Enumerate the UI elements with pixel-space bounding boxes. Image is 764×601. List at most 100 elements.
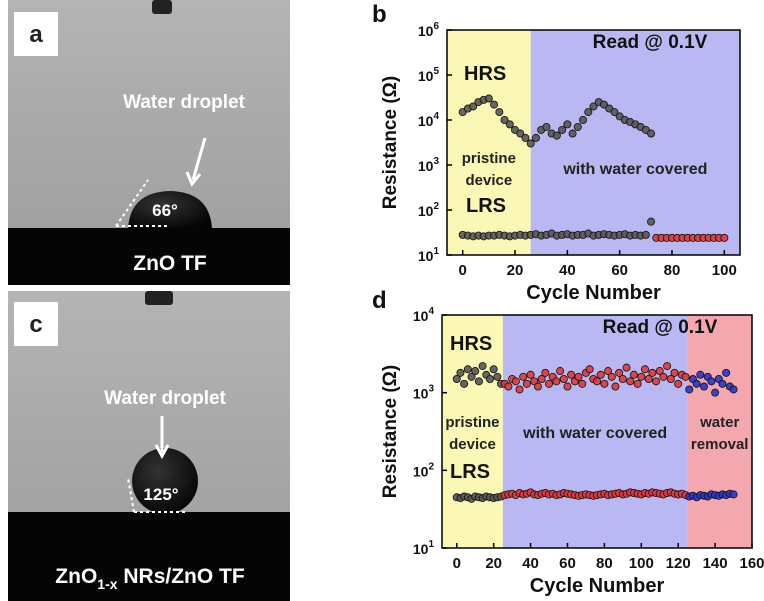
- data-point: [484, 94, 493, 103]
- x-tick-label: 20: [485, 555, 502, 572]
- x-tick-label: 100: [712, 262, 737, 279]
- region-label: device: [466, 172, 513, 189]
- x-tick-label: 40: [522, 555, 539, 572]
- sample-subscript: 1-x: [97, 576, 117, 592]
- data-point: [700, 382, 709, 391]
- data-point: [467, 372, 476, 381]
- region-label: removal: [691, 436, 749, 453]
- x-tick-label: 60: [611, 262, 628, 279]
- region: [687, 315, 752, 548]
- data-point: [593, 377, 602, 386]
- y-tick-exponent: 5: [433, 66, 439, 77]
- arrow: [191, 137, 207, 181]
- sample-name: ZnO1-x NRs/ZnO TF: [55, 565, 245, 592]
- chart: pristine device with water covered water rem…: [372, 287, 764, 597]
- x-tick-label: 0: [453, 555, 461, 572]
- data-point: [599, 100, 608, 109]
- x-tick-label: 80: [596, 555, 613, 572]
- label-box: [14, 12, 58, 56]
- region-label: with water covered: [522, 425, 667, 442]
- data-point: [558, 125, 567, 134]
- data-point: [644, 374, 653, 383]
- data-point: [611, 382, 620, 391]
- data-point: [640, 365, 649, 374]
- data-point: [729, 490, 738, 499]
- data-point: [516, 129, 525, 138]
- data-point: [526, 370, 535, 379]
- hrs-label: HRS: [464, 63, 506, 85]
- y-tick-base: 10: [413, 541, 429, 557]
- panel-label: d: [372, 287, 387, 314]
- data-point: [531, 133, 540, 142]
- needle: [145, 291, 173, 305]
- data-point: [589, 102, 598, 111]
- data-point: [604, 367, 613, 376]
- region-label: pristine: [445, 414, 499, 431]
- x-tick-label: 40: [559, 262, 576, 279]
- chart: pristine device with water covered 0 20 40 60 8…: [372, 1, 741, 304]
- caption: Water droplet: [123, 92, 245, 113]
- data-point: [519, 372, 528, 381]
- y-tick-base: 10: [418, 158, 434, 174]
- sample-part: ZnO: [55, 565, 97, 588]
- data-point: [563, 382, 572, 391]
- data-point: [685, 385, 694, 394]
- data-point: [500, 116, 509, 125]
- data-point: [460, 379, 469, 388]
- data-point: [573, 122, 582, 131]
- substrate: [8, 512, 290, 601]
- photo-c: c Water droplet 125° ZnO1-x NRs/ZnO TF: [8, 291, 290, 601]
- data-point: [659, 372, 668, 381]
- data-point: [585, 365, 594, 374]
- y-tick-exponent: 2: [428, 461, 434, 472]
- contact-angle: 66°: [152, 201, 178, 220]
- photo-a: a Water droplet 66° ZnO TF: [8, 0, 290, 285]
- needle: [152, 0, 172, 14]
- data-point: [674, 379, 683, 388]
- y-tick-exponent: 1: [428, 539, 434, 550]
- y-tick-label: 103: [418, 156, 440, 174]
- y-tick-label: 105: [418, 66, 440, 84]
- x-tick-label: 160: [739, 555, 764, 572]
- y-tick-label: 103: [413, 384, 435, 402]
- angle-lines: [115, 179, 170, 227]
- data-point: [637, 372, 646, 381]
- data-point: [552, 131, 561, 140]
- data-point: [615, 368, 624, 377]
- data-point: [567, 370, 576, 379]
- data-point: [663, 362, 672, 371]
- y-tick-base: 10: [413, 386, 429, 402]
- data-point: [485, 374, 494, 383]
- panel-label: a: [29, 21, 43, 48]
- data-point: [626, 377, 635, 386]
- y-tick-exponent: 1: [433, 246, 439, 257]
- x-axis-title: Cycle Number: [526, 282, 661, 304]
- data-point: [504, 382, 513, 391]
- data-point: [489, 365, 498, 374]
- data-point: [515, 385, 524, 394]
- x-tick-label: 100: [629, 555, 654, 572]
- region-label: water: [699, 414, 739, 431]
- data-point: [681, 372, 690, 381]
- data-point: [641, 230, 650, 239]
- angle-lines: [127, 477, 186, 513]
- data-point: [471, 367, 480, 376]
- y-tick-base: 10: [413, 308, 429, 324]
- data-point: [478, 362, 487, 371]
- y-tick-base: 10: [418, 68, 434, 84]
- data-point: [542, 122, 551, 131]
- charts: pristine device with water covered 0 20 40 60 8…: [372, 1, 764, 597]
- y-tick-exponent: 3: [433, 156, 439, 167]
- data-point: [452, 374, 461, 383]
- x-axis-title: Cycle Number: [530, 575, 665, 597]
- panel-label: c: [29, 311, 42, 338]
- data-point: [511, 377, 520, 386]
- data-point: [463, 365, 472, 374]
- data-point: [533, 382, 542, 391]
- data-point: [490, 100, 499, 109]
- data-point: [493, 372, 502, 381]
- droplet: [132, 448, 198, 514]
- data-point: [541, 368, 550, 377]
- region-label: pristine: [462, 150, 516, 167]
